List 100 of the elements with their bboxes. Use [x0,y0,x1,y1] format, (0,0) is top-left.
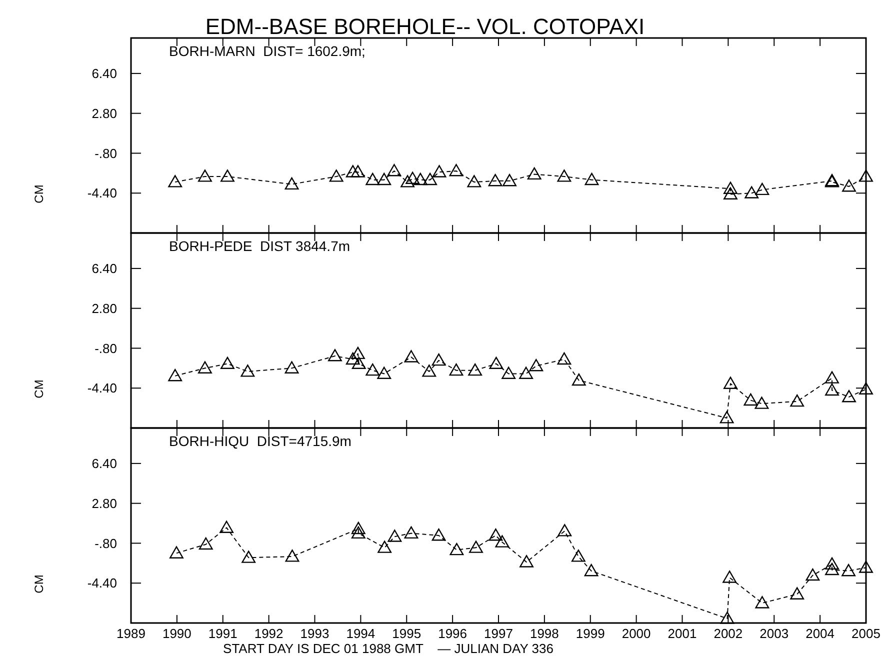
y-tick-label: -4.40 [87,380,117,396]
point [744,186,759,198]
x-tick-label: 1999 [576,626,605,641]
annotation: BORH-MARN DIST= 1602.9m; [169,43,366,59]
point [377,172,392,186]
point [220,520,234,533]
y-tick-label: 6.40 [92,66,117,82]
point [284,361,299,374]
point [168,368,182,382]
y-tick-label: -.80 [94,146,117,161]
point [423,172,438,186]
point [328,349,342,362]
point [240,364,255,377]
point [790,587,804,600]
point [404,526,418,539]
point [469,540,483,553]
point [842,180,856,192]
chart-title: EDM--BASE BOREHOLE-- VOL. COTOPAXI [205,14,645,39]
point [468,363,482,376]
point [413,172,428,186]
point [744,393,758,406]
point [350,346,365,360]
y-axis-title: CM [32,184,46,204]
point [529,359,544,372]
point [825,383,839,396]
x-tick-label: 2004 [806,626,835,641]
y-tick-label: 2.80 [92,106,117,121]
x-tick-label: 2001 [668,626,697,641]
point [422,364,436,377]
point [724,376,738,389]
point [722,570,737,583]
x-tick-label: 1993 [300,626,330,641]
x-tick-label: 1994 [346,626,376,641]
annotation: BORH-PEDE DIST 3844.7m [169,238,350,254]
point [387,164,402,176]
point [488,174,502,186]
point [351,526,366,539]
point [366,363,380,376]
point [220,170,234,182]
point [558,524,572,536]
point [220,356,234,370]
x-tick-label: 2003 [760,626,789,641]
x-tick-label: 1991 [208,626,238,641]
point [859,382,873,394]
point [557,352,572,365]
point [755,182,770,196]
y-tick-label: 6.40 [92,261,117,276]
point [285,550,300,562]
x-tick-label: 2002 [714,626,743,641]
point [557,170,572,182]
x-tick-label: 1992 [254,626,284,641]
point [388,530,402,542]
point [346,352,360,365]
point [842,390,856,402]
point [825,562,839,576]
point [366,172,380,186]
point [488,528,503,541]
point [584,172,599,186]
x-tick-label: 1997 [484,626,513,641]
point [198,170,212,182]
y-tick-label: -.80 [94,340,117,356]
point [825,371,839,384]
y-tick-label: 2.80 [92,496,117,511]
x-tick-label: 1990 [162,626,192,641]
point [571,550,586,562]
point [520,555,534,568]
point [489,356,504,370]
point [170,546,184,558]
point [346,165,360,178]
point [825,557,839,570]
point [584,564,598,576]
point [842,564,856,576]
point [198,361,212,374]
y-tick-label: 6.40 [92,456,117,472]
point [198,537,213,550]
x-tick-label: 1989 [116,626,146,641]
point [404,350,418,362]
point [284,177,299,190]
point [859,560,873,573]
y-axis-title: CM [32,574,46,594]
x-tick-label: 2005 [852,626,880,641]
point [859,170,873,182]
point [495,535,510,548]
point [449,164,464,176]
x-tick-label: 2000 [622,626,651,641]
y-tick-label: -.80 [94,536,117,551]
point [467,175,482,188]
point [329,170,344,182]
point [242,550,256,563]
point [724,182,738,194]
point [806,568,820,581]
point [350,165,365,178]
point [352,356,366,370]
point [378,540,392,553]
point [449,363,464,376]
y-tick-label: 2.80 [92,300,117,316]
point [450,542,464,556]
point [502,174,516,186]
y-tick-label: -4.40 [87,576,117,591]
point [502,366,516,379]
